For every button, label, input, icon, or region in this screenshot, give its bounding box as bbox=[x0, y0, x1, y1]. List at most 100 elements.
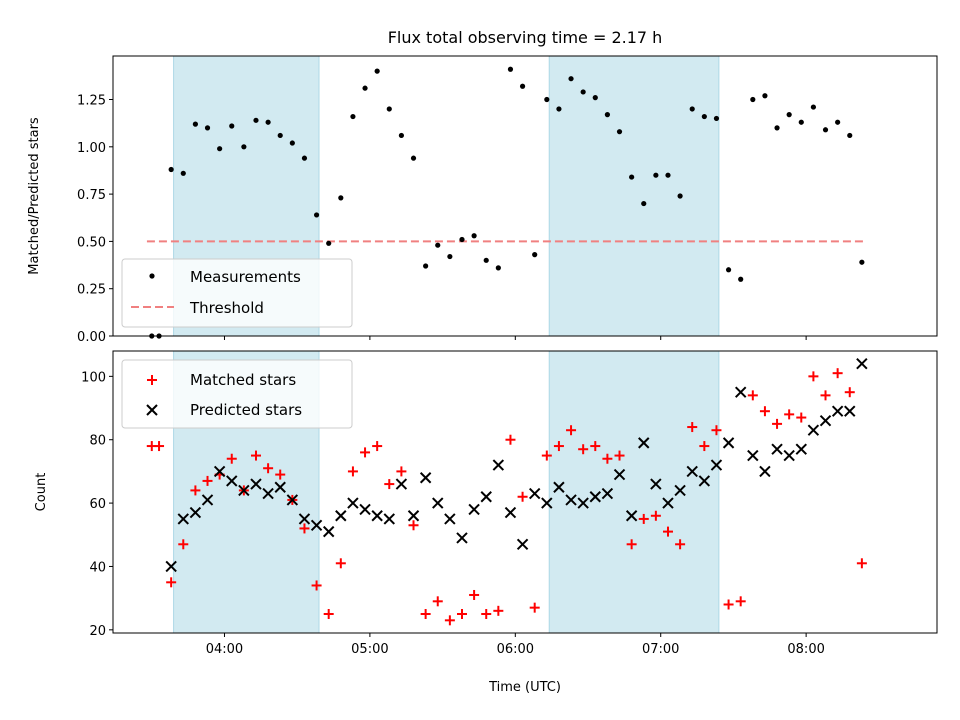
predicted-star-point bbox=[371, 510, 383, 522]
count-legend: Matched stars Predicted stars bbox=[121, 359, 353, 429]
y-tick-label: 80 bbox=[89, 434, 106, 449]
measurement-point bbox=[798, 119, 804, 125]
x-tick-label: 06:00 bbox=[497, 642, 534, 657]
x-tick-label: 07:00 bbox=[642, 642, 679, 657]
x-tick-label: 08:00 bbox=[787, 642, 824, 657]
matched-star-point bbox=[360, 447, 371, 458]
predicted-star-point bbox=[601, 487, 614, 500]
measurement-point bbox=[471, 233, 477, 239]
measurement-point bbox=[338, 195, 344, 201]
predicted-star-point bbox=[177, 513, 189, 525]
matched-star-point bbox=[444, 615, 455, 626]
ratio-axes-frame bbox=[112, 55, 938, 337]
matched-stars-points bbox=[146, 368, 867, 626]
predicted-star-point bbox=[759, 465, 771, 478]
measurement-point bbox=[241, 144, 247, 150]
count-y-axis-label: Count bbox=[34, 473, 49, 512]
matched-star-point bbox=[384, 479, 395, 490]
matched-star-point bbox=[723, 599, 734, 610]
matched-star-point bbox=[263, 463, 274, 474]
matched-star-point bbox=[299, 523, 310, 534]
predicted-star-point bbox=[407, 510, 420, 522]
ratio-y-axis-label: Matched/Predicted stars bbox=[27, 117, 42, 275]
y-tick-label: 20 bbox=[89, 624, 106, 639]
predicted-star-point bbox=[262, 487, 274, 500]
predicted-star-point bbox=[577, 497, 589, 509]
predicted-star-point bbox=[286, 494, 299, 506]
matched-star-point bbox=[614, 450, 625, 461]
matched-star-point bbox=[323, 608, 334, 619]
matched-star-point bbox=[202, 475, 213, 486]
predicted-star-point bbox=[516, 538, 529, 550]
predicted-star-point bbox=[686, 465, 698, 478]
matched-star-point bbox=[796, 412, 807, 423]
legend-threshold-label: Threshold bbox=[189, 299, 264, 317]
matched-star-point bbox=[275, 469, 286, 480]
measurement-point bbox=[738, 276, 744, 282]
measurement-point bbox=[725, 267, 732, 273]
predicted-star-point bbox=[613, 468, 626, 481]
predicted-star-point bbox=[638, 437, 650, 449]
matched-star-point bbox=[687, 422, 698, 433]
measurement-point bbox=[350, 113, 356, 120]
predicted-star-point bbox=[492, 459, 505, 471]
matched-star-point bbox=[493, 605, 504, 616]
measurement-point bbox=[580, 89, 586, 95]
predicted-star-point bbox=[456, 532, 468, 544]
measurement-point bbox=[447, 253, 453, 260]
matched-star-point bbox=[166, 577, 177, 588]
measurement-point bbox=[653, 172, 659, 178]
y-tick-label: 60 bbox=[89, 497, 106, 512]
matched-star-point bbox=[311, 580, 322, 591]
ratio-panel: 0.00 0.25 0.50 0.75 1.00 1.25 Flux total obse… bbox=[27, 28, 938, 345]
measurement-point bbox=[277, 132, 283, 139]
matched-star-point bbox=[735, 596, 746, 607]
matched-star-point bbox=[190, 485, 201, 496]
matched-star-point bbox=[469, 589, 480, 600]
predicted-star-point bbox=[771, 443, 783, 455]
predicted-star-point bbox=[322, 525, 335, 538]
matched-star-point bbox=[650, 510, 661, 521]
predicted-star-point bbox=[541, 497, 553, 509]
x-tick-label: 04:00 bbox=[206, 642, 243, 657]
predicted-star-point bbox=[807, 424, 820, 436]
matched-star-point bbox=[226, 453, 237, 464]
measurement-point bbox=[568, 76, 574, 82]
measurement-point bbox=[180, 170, 186, 176]
measurement-point bbox=[713, 115, 720, 122]
measurement-point bbox=[532, 252, 538, 258]
measurement-point bbox=[423, 263, 429, 269]
predicted-star-point bbox=[189, 506, 202, 519]
matched-star-point bbox=[747, 390, 758, 401]
matched-star-point bbox=[481, 608, 492, 619]
predicted-star-point bbox=[698, 475, 711, 487]
predicted-star-point bbox=[359, 503, 371, 516]
matched-star-point bbox=[372, 441, 383, 452]
predicted-star-point bbox=[565, 494, 577, 506]
measurement-point bbox=[168, 166, 174, 173]
predicted-star-point bbox=[856, 357, 868, 370]
matched-star-point bbox=[832, 368, 843, 379]
measurement-point bbox=[604, 112, 611, 118]
predicted-star-point bbox=[383, 513, 395, 525]
measurement-point bbox=[374, 68, 380, 74]
predicted-star-point bbox=[468, 503, 480, 516]
matched-star-point bbox=[553, 441, 564, 452]
matched-star-point bbox=[408, 520, 419, 531]
matched-star-point bbox=[432, 596, 443, 607]
matched-star-point bbox=[154, 441, 165, 452]
predicted-star-point bbox=[734, 386, 747, 398]
measurement-point bbox=[519, 83, 526, 89]
measurement-point bbox=[435, 242, 441, 248]
matched-star-point bbox=[420, 608, 431, 619]
measurement-point bbox=[822, 127, 829, 133]
predicted-star-point bbox=[710, 459, 723, 471]
predicted-star-point bbox=[480, 491, 492, 503]
ratio-y-ticks: 0.00 0.25 0.50 0.75 1.00 1.25 bbox=[77, 94, 113, 345]
measurement-point bbox=[689, 106, 695, 112]
measurement-point bbox=[810, 104, 817, 110]
legend-measurements-marker bbox=[149, 273, 155, 279]
matched-star-point bbox=[396, 466, 407, 477]
predicted-star-point bbox=[298, 513, 311, 525]
